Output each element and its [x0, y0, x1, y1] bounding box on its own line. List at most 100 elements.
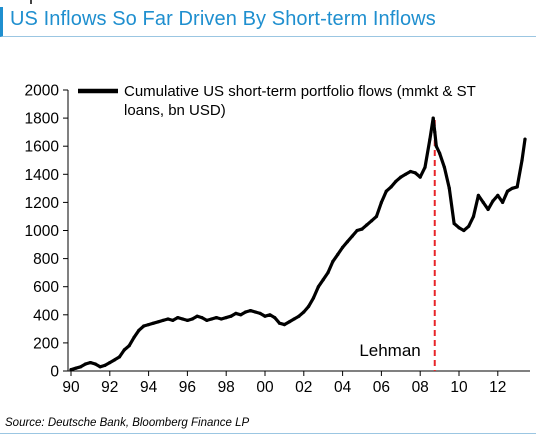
series-point: [481, 200, 485, 204]
series-point: [171, 318, 175, 322]
series-point: [350, 234, 354, 238]
series-point: [501, 200, 505, 204]
series-point: [253, 310, 257, 314]
series-point: [404, 172, 408, 176]
series-point: [137, 328, 141, 332]
source-note: Source: Deutsche Bank, Bloomberg Finance…: [5, 417, 250, 429]
series-point: [428, 137, 432, 141]
x-tick-label: 98: [218, 379, 235, 396]
series-point: [224, 316, 228, 320]
series-point: [69, 368, 73, 372]
series-point: [248, 309, 252, 313]
legend-label: Cumulative US short-term portfolio flows…: [124, 83, 476, 119]
series-point: [297, 314, 301, 318]
series-point: [263, 314, 267, 318]
series-point: [132, 335, 136, 339]
series-point: [471, 214, 476, 218]
series-point: [452, 221, 456, 226]
x-tick-label: 00: [256, 379, 274, 396]
series-point: [374, 214, 379, 218]
series-point: [462, 228, 466, 233]
series-point: [491, 199, 495, 203]
y-tick-label: 1000: [25, 223, 60, 240]
series-point: [360, 227, 364, 231]
series-point: [505, 189, 510, 193]
series-point: [476, 193, 480, 197]
x-tick-label: 04: [334, 379, 352, 396]
series-point: [234, 311, 238, 315]
series-point: [442, 165, 446, 169]
top-rule: [0, 0, 544, 7]
series-point: [258, 311, 262, 315]
y-tick-label: 600: [33, 279, 59, 296]
series-point: [244, 310, 248, 314]
series-point: [321, 278, 325, 282]
series-point: [431, 116, 435, 120]
series-point: [98, 365, 102, 369]
series-point: [457, 226, 461, 230]
x-tick-label: 12: [489, 379, 506, 396]
series-point: [365, 223, 369, 227]
series-point: [394, 179, 398, 183]
series-point: [205, 318, 209, 322]
annotations: Lehman: [359, 120, 436, 371]
series-point: [147, 323, 151, 327]
x-tick-label: 08: [412, 379, 429, 396]
series-point: [496, 193, 500, 197]
title-box: US Inflows So Far Driven By Short-term I…: [0, 7, 536, 37]
series-point: [523, 137, 527, 141]
y-tick-label: 2000: [25, 83, 60, 100]
x-axis: 90 92 94 96 98 00 02 04 06 08 10 12: [62, 370, 530, 396]
series-point: [273, 316, 277, 320]
series-point: [345, 240, 349, 244]
series-point: [181, 317, 185, 321]
series-point: [282, 323, 286, 327]
series-point: [219, 317, 223, 321]
series-point: [447, 186, 451, 190]
lehman-label: Lehman: [359, 341, 420, 360]
series-layer: [69, 116, 527, 372]
x-tick-label: 94: [140, 379, 158, 396]
y-tick-label: 800: [33, 251, 59, 268]
series-point: [341, 245, 345, 249]
series-point: [302, 310, 306, 314]
y-axis: 0 200 400 600 800 1000 1200 1400 1600 1800 2000: [25, 83, 69, 381]
series-point: [156, 320, 160, 324]
series-point: [515, 185, 519, 189]
x-tick-label: 02: [295, 379, 312, 396]
series-point: [433, 130, 437, 134]
series-point: [311, 296, 316, 300]
series-point: [127, 344, 131, 348]
y-tick-label: 1600: [25, 139, 60, 156]
series-point: [176, 316, 180, 320]
series-point: [379, 200, 383, 204]
series-point: [195, 314, 199, 318]
series-point: [108, 361, 112, 365]
series-point: [418, 175, 422, 179]
series-point: [88, 361, 92, 365]
series-point: [239, 313, 243, 317]
series-point: [277, 321, 282, 325]
x-tick-label: 96: [179, 379, 196, 396]
series-point: [292, 317, 296, 321]
series-point: [307, 304, 311, 308]
series-point: [103, 363, 107, 367]
series-point: [287, 320, 291, 324]
series-point: [142, 324, 146, 328]
series-point: [74, 366, 78, 370]
series-point: [467, 224, 471, 228]
series-point: [510, 186, 514, 190]
series-point: [438, 151, 442, 155]
legend: Cumulative US short-term portfolio flows…: [78, 83, 476, 119]
series-point: [83, 362, 88, 366]
series-point: [520, 158, 524, 162]
top-tick: [30, 0, 32, 4]
series-point: [486, 207, 490, 211]
series-point: [408, 169, 413, 174]
y-tick-label: 1400: [25, 167, 60, 184]
series-point: [200, 316, 204, 320]
series-point: [210, 317, 214, 321]
y-tick-label: 200: [33, 335, 59, 352]
series-point: [151, 321, 155, 325]
series-point: [413, 171, 417, 175]
